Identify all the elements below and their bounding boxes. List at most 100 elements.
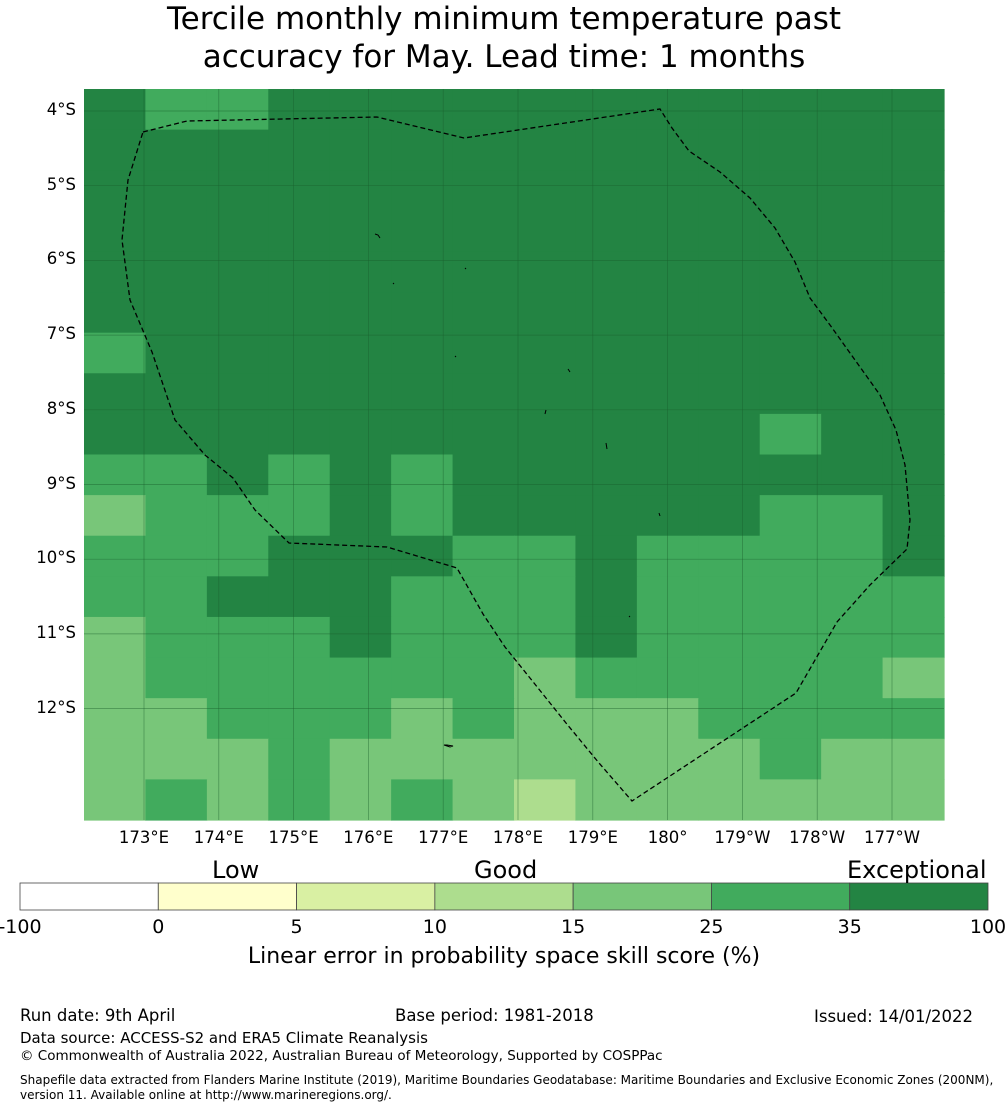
grid-cell bbox=[391, 535, 454, 577]
lat-label: 4°S bbox=[46, 100, 76, 119]
grid-cell bbox=[84, 535, 147, 577]
lon-label: 178°W bbox=[789, 828, 846, 847]
grid-cell bbox=[206, 332, 269, 374]
lon-label: 180° bbox=[647, 828, 688, 847]
grid-cell bbox=[329, 738, 392, 780]
grid-cell bbox=[698, 495, 761, 537]
grid-cell bbox=[145, 576, 208, 618]
grid-cell bbox=[575, 129, 638, 171]
lon-label: 176°E bbox=[343, 828, 394, 847]
grid-cell bbox=[698, 373, 761, 415]
grid-cell bbox=[575, 698, 638, 740]
grid-cell bbox=[145, 373, 208, 415]
grid-cell bbox=[329, 89, 392, 131]
grid-cell bbox=[206, 129, 269, 171]
grid-cell bbox=[575, 251, 638, 293]
grid-cell bbox=[206, 292, 269, 334]
grid-cell bbox=[882, 779, 945, 821]
colorbar-segment bbox=[711, 882, 851, 911]
grid-cell bbox=[329, 616, 392, 659]
grid-cell bbox=[145, 210, 208, 253]
grid-cell bbox=[206, 413, 269, 456]
grid-cell bbox=[391, 495, 454, 537]
grid-cell bbox=[698, 251, 761, 293]
grid-cell bbox=[575, 454, 638, 496]
grid-cell bbox=[206, 698, 269, 740]
grid-cell bbox=[145, 657, 208, 699]
grid-cell bbox=[882, 616, 945, 659]
grid-cell bbox=[268, 616, 331, 659]
grid-cell bbox=[759, 292, 822, 334]
grid-cell bbox=[391, 129, 454, 171]
grid-cell bbox=[329, 657, 392, 699]
grid-cell bbox=[514, 170, 577, 212]
colorbar-tick: 0 bbox=[152, 916, 165, 938]
grid-cell bbox=[391, 698, 454, 740]
grid-cell bbox=[145, 454, 208, 496]
grid-cell bbox=[391, 413, 454, 456]
grid-cell bbox=[575, 89, 638, 131]
grid-cell bbox=[84, 779, 147, 821]
grid-cell bbox=[759, 779, 822, 821]
lon-label: 175°E bbox=[268, 828, 319, 847]
grid-cell bbox=[514, 210, 577, 253]
island bbox=[567, 368, 571, 373]
grid-cell bbox=[698, 292, 761, 334]
grid-cell bbox=[514, 129, 577, 171]
grid-cell bbox=[821, 332, 884, 374]
colorbar-tick: 35 bbox=[837, 916, 862, 938]
grid-cell bbox=[206, 89, 269, 131]
grid-cell bbox=[821, 373, 884, 415]
lon-label: 173°E bbox=[118, 828, 170, 847]
grid-cell bbox=[514, 373, 577, 415]
grid-cell bbox=[821, 576, 884, 618]
grid-cell bbox=[391, 616, 454, 659]
grid-cell bbox=[514, 738, 577, 780]
lat-label: 12°S bbox=[36, 697, 76, 717]
grid-cell bbox=[514, 698, 577, 740]
grid-cell bbox=[821, 535, 884, 577]
grid-cell bbox=[882, 251, 945, 293]
grid-cell bbox=[514, 657, 577, 699]
lon-label: 177°W bbox=[863, 828, 921, 847]
grid-cell bbox=[329, 292, 392, 334]
grid-cell bbox=[759, 373, 822, 415]
grid-cell bbox=[84, 170, 147, 212]
colorbar-segment bbox=[157, 882, 297, 911]
grid-cell bbox=[329, 170, 392, 212]
grid-cell bbox=[206, 210, 269, 253]
grid-cell bbox=[698, 779, 761, 821]
grid-cell bbox=[84, 332, 147, 374]
grid-cell bbox=[514, 251, 577, 293]
grid-cell bbox=[84, 738, 147, 780]
grid-cell bbox=[206, 535, 269, 577]
lat-label: 5°S bbox=[46, 174, 76, 194]
grid-cell bbox=[391, 170, 454, 212]
grid-cell bbox=[268, 454, 331, 496]
grid-cell bbox=[759, 413, 822, 456]
grid-cell bbox=[759, 251, 822, 293]
grid-cell bbox=[391, 454, 454, 496]
grid-cell bbox=[514, 779, 577, 821]
grid-cell bbox=[84, 292, 147, 334]
grid-cell bbox=[391, 292, 454, 334]
island bbox=[454, 355, 457, 358]
category-good: Good bbox=[474, 856, 538, 884]
grid-cell bbox=[882, 413, 945, 456]
grid-cell bbox=[452, 210, 515, 253]
grid-cell bbox=[84, 251, 147, 293]
grid-cell bbox=[514, 535, 577, 577]
lon-label: 178°E bbox=[492, 828, 544, 847]
grid-cell bbox=[329, 698, 392, 740]
grid-cell bbox=[391, 210, 454, 253]
grid-cell bbox=[391, 657, 454, 699]
lat-label: 6°S bbox=[46, 249, 76, 269]
colorbar-tick: 15 bbox=[561, 916, 586, 938]
grid-cell bbox=[452, 454, 515, 496]
island bbox=[443, 744, 454, 748]
grid-cell bbox=[821, 495, 884, 537]
grid-cell bbox=[698, 657, 761, 699]
grid-cell bbox=[821, 454, 884, 496]
grid-cell bbox=[391, 576, 454, 618]
